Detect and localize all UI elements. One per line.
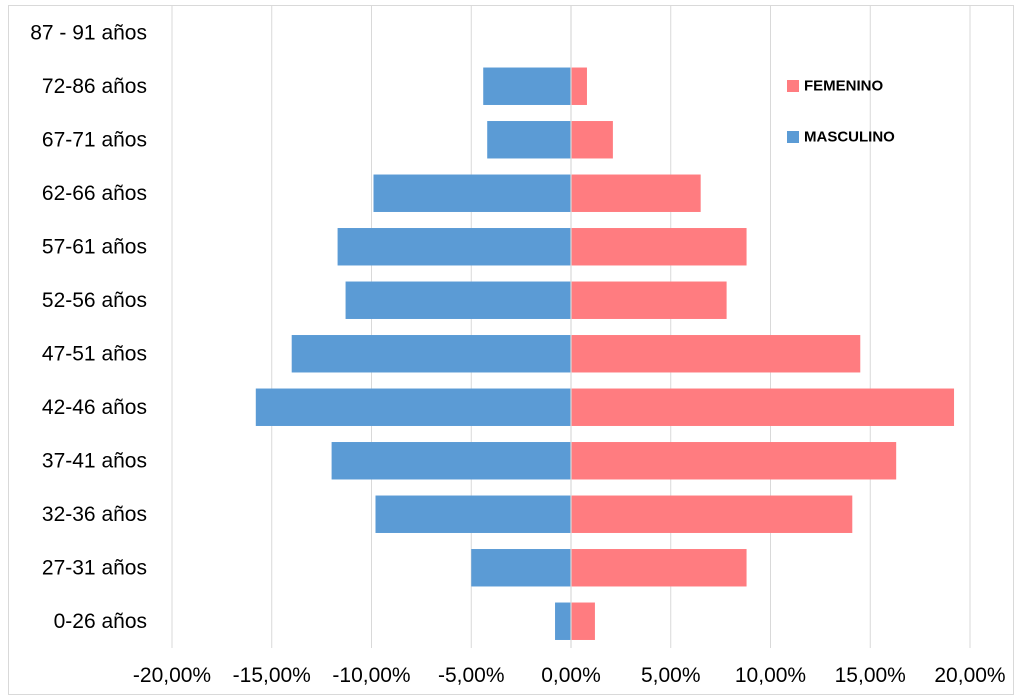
bar-masculino bbox=[555, 602, 571, 640]
bar-femenino bbox=[571, 281, 727, 319]
x-tick-label: 5,00% bbox=[641, 664, 701, 687]
bar-masculino bbox=[345, 281, 571, 319]
y-tick-label: 47-51 años bbox=[42, 342, 147, 365]
legend: FEMENINO MASCULINO bbox=[787, 78, 895, 146]
y-tick-label: 72-86 años bbox=[42, 75, 147, 98]
bars bbox=[255, 67, 955, 640]
bar-masculino bbox=[255, 388, 572, 426]
bar-masculino bbox=[375, 495, 571, 533]
y-tick-label: 37-41 años bbox=[42, 449, 147, 472]
bar-masculino bbox=[373, 174, 571, 212]
bar-femenino bbox=[571, 228, 747, 266]
x-tick-label: -15,00% bbox=[233, 664, 311, 687]
legend-label-masculino: MASCULINO bbox=[804, 129, 895, 146]
y-tick-label: 0-26 años bbox=[54, 610, 147, 633]
x-tick-label: 15,00% bbox=[835, 664, 906, 687]
bar-masculino bbox=[471, 549, 571, 587]
bar-femenino bbox=[571, 602, 595, 640]
bar-masculino bbox=[337, 228, 571, 266]
legend-swatch-femenino bbox=[787, 80, 799, 92]
gridlines bbox=[171, 6, 971, 648]
bar-masculino bbox=[291, 335, 571, 373]
legend-swatch-masculino bbox=[787, 131, 799, 143]
x-tick-label: -5,00% bbox=[438, 664, 505, 687]
bar-femenino bbox=[571, 442, 897, 480]
x-tick-label: -20,00% bbox=[133, 664, 211, 687]
bar-femenino bbox=[571, 174, 701, 212]
bar-masculino bbox=[487, 121, 571, 159]
x-tick-label: 20,00% bbox=[934, 664, 1005, 687]
bar-femenino bbox=[571, 121, 613, 159]
bar-femenino bbox=[571, 388, 955, 426]
y-tick-label: 27-31 años bbox=[42, 556, 147, 579]
x-tick-label: -10,00% bbox=[332, 664, 410, 687]
x-tick-label: 0,00% bbox=[541, 664, 601, 687]
y-tick-label: 67-71 años bbox=[42, 128, 147, 151]
bar-masculino bbox=[483, 67, 571, 105]
bar-femenino bbox=[571, 549, 747, 587]
x-tick-label: 10,00% bbox=[735, 664, 806, 687]
bar-femenino bbox=[571, 67, 587, 105]
y-tick-label: 52-56 años bbox=[42, 289, 147, 312]
y-tick-labels: 0-26 años 27-31 años 32-36 años 37-41 años 4… bbox=[30, 21, 147, 633]
x-tick-labels: -20,00% -15,00% -10,00% -5,00% 0,00% 5,00% 10,… bbox=[133, 664, 1006, 687]
bar-masculino bbox=[331, 442, 571, 480]
y-tick-label: 62-66 años bbox=[42, 182, 147, 205]
bar-femenino bbox=[571, 495, 853, 533]
y-tick-label: 32-36 años bbox=[42, 503, 147, 526]
y-tick-label: 57-61 años bbox=[42, 235, 147, 258]
bar-femenino bbox=[571, 335, 861, 373]
y-tick-label: 42-46 años bbox=[42, 396, 147, 419]
legend-label-femenino: FEMENINO bbox=[804, 78, 884, 95]
y-tick-label: 87 - 91 años bbox=[30, 21, 147, 44]
